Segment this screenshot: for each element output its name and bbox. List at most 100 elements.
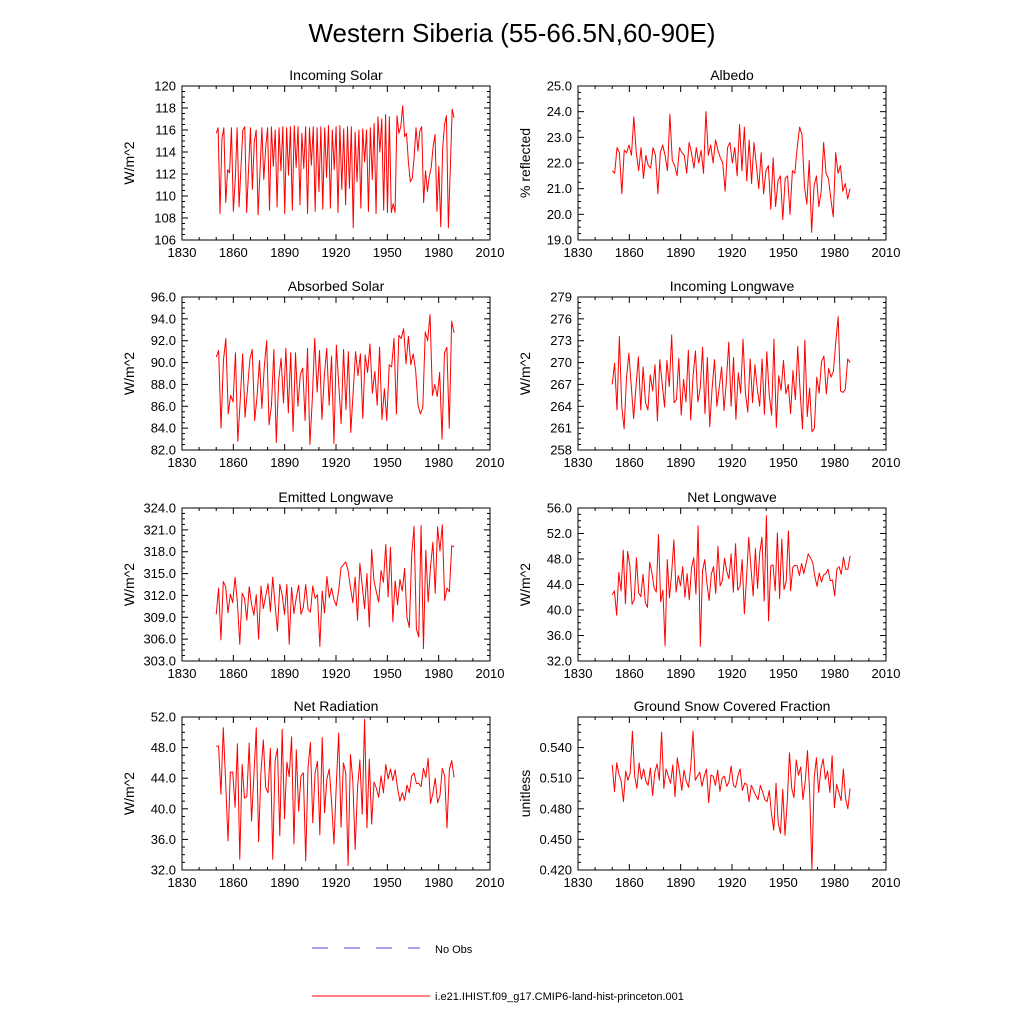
net-longwave-xtick-label: 1950	[769, 666, 798, 681]
incoming-longwave-xtick-label: 1860	[615, 455, 644, 470]
net-longwave-ytick-label: 36.0	[547, 628, 572, 643]
emitted-longwave-xtick-label: 1980	[424, 666, 453, 681]
absorbed-solar-ytick-label: 86.0	[151, 399, 176, 414]
ground-snow-covered-fraction-series-line	[611, 730, 851, 870]
emitted-longwave-ytick-label: 306.0	[143, 632, 176, 647]
absorbed-solar-xtick-label: 1950	[373, 455, 402, 470]
emitted-longwave-ytick-label: 303.0	[143, 654, 176, 669]
incoming-longwave-xtick-label: 1830	[564, 455, 593, 470]
albedo-ytick-label: 24.0	[547, 104, 572, 119]
absorbed-solar-xtick-label: 1890	[270, 455, 299, 470]
ground-snow-covered-fraction-xtick-label: 2010	[872, 875, 901, 890]
albedo-xtick-label: 1830	[564, 245, 593, 260]
incoming-solar-plot-frame	[181, 85, 491, 241]
albedo-ytick-label: 23.0	[547, 130, 572, 145]
net-radiation-ytick-label: 40.0	[151, 801, 176, 816]
emitted-longwave-ytick-label: 324.0	[143, 501, 176, 516]
net-longwave-title: Net Longwave	[687, 489, 777, 505]
ground-snow-covered-fraction-xtick-label: 1920	[718, 875, 747, 890]
emitted-longwave-ytick-label: 318.0	[143, 544, 176, 559]
incoming-solar-series-line	[215, 105, 455, 229]
ground-snow-covered-fraction-ytick-label: 0.420	[539, 863, 572, 878]
albedo-xtick-label: 1920	[718, 245, 747, 260]
net-radiation-xtick-label: 1950	[373, 875, 402, 890]
net-longwave-ytick-label: 56.0	[547, 501, 572, 516]
incoming-solar-ytick-label: 118	[155, 101, 176, 116]
absorbed-solar-ylabel: W/m^2	[121, 352, 137, 395]
incoming-longwave-xtick-label: 1890	[666, 455, 695, 470]
net-longwave-xtick-label: 1980	[820, 666, 849, 681]
absorbed-solar-xtick-label: 2010	[476, 455, 505, 470]
absorbed-solar-xtick-label: 1830	[168, 455, 197, 470]
net-radiation-xtick-label: 1830	[168, 875, 197, 890]
absorbed-solar-series-line	[215, 313, 455, 446]
albedo-ytick-label: 22.0	[547, 156, 572, 171]
albedo-xtick-label: 1950	[769, 245, 798, 260]
figure-title: Western Siberia (55-66.5N,60-90E)	[308, 18, 715, 48]
emitted-longwave-ytick-label: 321.0	[143, 522, 176, 537]
albedo-ytick-label: 25.0	[547, 79, 572, 94]
panel-albedo: Albedo % reflected 1830 1860 1890 1920 1950 198…	[517, 67, 900, 260]
emitted-longwave-ytick-label: 315.0	[143, 566, 176, 581]
net-radiation-series-line	[216, 718, 455, 866]
emitted-longwave-ytick-label: 309.0	[143, 610, 176, 625]
incoming-longwave-ytick-label: 273	[550, 333, 572, 348]
incoming-longwave-xtick-label: 1980	[820, 455, 849, 470]
incoming-solar-xtick-label: 1830	[168, 245, 197, 260]
incoming-longwave-xtick-label: 1950	[769, 455, 798, 470]
incoming-longwave-xtick-label: 2010	[872, 455, 901, 470]
incoming-solar-xtick-label: 1920	[322, 245, 351, 260]
incoming-solar-ytick-label: 120	[154, 79, 176, 94]
net-longwave-series-line	[611, 515, 851, 647]
emitted-longwave-xtick-label: 1860	[219, 666, 248, 681]
incoming-solar-ytick-label: 106	[154, 233, 176, 248]
emitted-longwave-xtick-label: 2010	[476, 666, 505, 681]
legend-label-no-obs: No Obs	[435, 944, 473, 956]
emitted-longwave-xtick-label: 1950	[373, 666, 402, 681]
absorbed-solar-ytick-label: 90.0	[151, 355, 176, 370]
incoming-longwave-ytick-label: 264	[550, 399, 572, 414]
net-longwave-xtick-label: 1830	[564, 666, 593, 681]
absorbed-solar-xtick-label: 1980	[424, 455, 453, 470]
panel-net-radiation: Net Radiation W/m^2 1830 1860 1890 1920 1950 19…	[121, 698, 504, 890]
albedo-ylabel: % reflected	[517, 128, 533, 198]
ground-snow-covered-fraction-ytick-label: 0.480	[539, 801, 572, 816]
panel-incoming-solar: Incoming Solar W/m^2 1830 1860 1890 1920 1950 1…	[121, 67, 504, 260]
ground-snow-covered-fraction-ytick-label: 0.540	[539, 740, 572, 755]
emitted-longwave-xtick-label: 1830	[168, 666, 197, 681]
ground-snow-covered-fraction-xtick-label: 1980	[820, 875, 849, 890]
incoming-longwave-series-line	[611, 316, 851, 433]
incoming-solar-ytick-label: 116	[155, 123, 176, 138]
net-longwave-ylabel: W/m^2	[517, 563, 533, 606]
albedo-xtick-label: 1980	[820, 245, 849, 260]
absorbed-solar-xtick-label: 1860	[219, 455, 248, 470]
emitted-longwave-xtick-label: 1920	[322, 666, 351, 681]
incoming-solar-xtick-label: 2010	[476, 245, 505, 260]
net-longwave-ytick-label: 52.0	[547, 526, 572, 541]
net-longwave-ytick-label: 44.0	[547, 577, 572, 592]
legend-label-model: i.e21.IHIST.f09_g17.CMIP6-land-hist-prin…	[435, 991, 684, 1003]
net-longwave-xtick-label: 1860	[615, 666, 644, 681]
ground-snow-covered-fraction-ylabel: unitless	[517, 770, 533, 817]
incoming-solar-ytick-label: 112	[155, 167, 176, 182]
net-radiation-xtick-label: 1860	[219, 875, 248, 890]
panel-emitted-longwave: Emitted Longwave W/m^2 1830 1860 1890 1920 195…	[121, 489, 504, 681]
absorbed-solar-ytick-label: 96.0	[151, 290, 176, 305]
emitted-longwave-ylabel: W/m^2	[121, 563, 137, 606]
incoming-solar-xtick-label: 1950	[373, 245, 402, 260]
net-radiation-title: Net Radiation	[294, 698, 379, 714]
absorbed-solar-title: Absorbed Solar	[288, 278, 385, 294]
albedo-xtick-label: 1890	[666, 245, 695, 260]
net-radiation-ylabel: W/m^2	[121, 772, 137, 815]
incoming-solar-ytick-label: 108	[154, 211, 176, 226]
absorbed-solar-ytick-label: 84.0	[151, 421, 176, 436]
net-longwave-xtick-label: 1920	[718, 666, 747, 681]
albedo-series-line	[611, 111, 851, 233]
ground-snow-covered-fraction-title: Ground Snow Covered Fraction	[634, 698, 831, 714]
emitted-longwave-series-line	[215, 524, 455, 650]
net-longwave-xtick-label: 1890	[666, 666, 695, 681]
albedo-ytick-label: 20.0	[547, 207, 572, 222]
net-radiation-ytick-label: 48.0	[151, 740, 176, 755]
emitted-longwave-title: Emitted Longwave	[278, 489, 393, 505]
